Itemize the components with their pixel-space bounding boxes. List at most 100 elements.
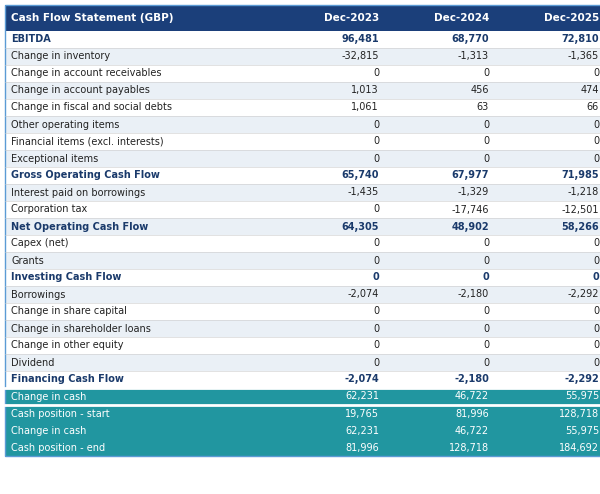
Text: Change in account receivables: Change in account receivables (11, 69, 161, 79)
Bar (5, 184, 600, 201)
Text: 0: 0 (373, 69, 379, 79)
Text: 0: 0 (483, 340, 489, 351)
Text: 1,013: 1,013 (352, 85, 379, 95)
Text: -2,180: -2,180 (454, 374, 489, 384)
Text: -1,365: -1,365 (568, 51, 599, 61)
Text: 68,770: 68,770 (451, 35, 489, 44)
Text: Dec-2024: Dec-2024 (434, 13, 489, 23)
Text: -2,074: -2,074 (344, 374, 379, 384)
Text: 0: 0 (373, 255, 379, 265)
Text: Net Operating Cash Flow: Net Operating Cash Flow (11, 221, 148, 232)
Bar (5, 167, 600, 184)
Text: 0: 0 (592, 273, 599, 283)
Text: Dividend: Dividend (11, 358, 55, 368)
Text: 0: 0 (483, 324, 489, 333)
Text: EBITDA: EBITDA (11, 35, 51, 44)
Text: 48,902: 48,902 (451, 221, 489, 232)
Text: 0: 0 (593, 69, 599, 79)
Bar (5, 422, 600, 439)
Text: 0: 0 (373, 239, 379, 248)
Bar (5, 252, 600, 269)
Text: 0: 0 (593, 154, 599, 164)
Text: Exceptional items: Exceptional items (11, 154, 98, 164)
Bar (5, 48, 600, 65)
Text: Grants: Grants (11, 255, 44, 265)
Text: Change in cash: Change in cash (11, 425, 86, 436)
Text: Financial items (excl. interests): Financial items (excl. interests) (11, 136, 164, 147)
Bar (5, 133, 600, 150)
Text: 0: 0 (483, 306, 489, 317)
Text: Interest paid on borrowings: Interest paid on borrowings (11, 188, 145, 198)
Text: 0: 0 (372, 273, 379, 283)
Text: 0: 0 (593, 136, 599, 147)
Text: -2,074: -2,074 (347, 289, 379, 299)
Bar (5, 31, 600, 48)
Text: 128,718: 128,718 (559, 409, 599, 418)
Text: 0: 0 (593, 358, 599, 368)
Text: Change in other equity: Change in other equity (11, 340, 124, 351)
Text: 55,975: 55,975 (565, 425, 599, 436)
Bar (5, 201, 600, 218)
Text: 0: 0 (483, 239, 489, 248)
Text: 19,765: 19,765 (345, 409, 379, 418)
Text: 62,231: 62,231 (345, 392, 379, 402)
Text: 72,810: 72,810 (562, 35, 599, 44)
Text: 62,231: 62,231 (345, 425, 379, 436)
Text: -2,292: -2,292 (568, 289, 599, 299)
Text: 0: 0 (593, 120, 599, 129)
Text: -1,329: -1,329 (458, 188, 489, 198)
Text: Change in fiscal and social debts: Change in fiscal and social debts (11, 102, 172, 113)
Text: 67,977: 67,977 (452, 170, 489, 180)
Bar (5, 303, 600, 320)
Text: Cash Flow Statement (GBP): Cash Flow Statement (GBP) (11, 13, 173, 23)
Text: 81,996: 81,996 (455, 409, 489, 418)
Text: 66: 66 (587, 102, 599, 113)
Text: Dec-2023: Dec-2023 (324, 13, 379, 23)
Text: Cash position - end: Cash position - end (11, 443, 105, 453)
Text: -12,501: -12,501 (562, 205, 599, 214)
Bar (5, 388, 600, 405)
Bar (5, 269, 600, 286)
Text: 0: 0 (373, 120, 379, 129)
Text: 0: 0 (373, 358, 379, 368)
Text: 96,481: 96,481 (341, 35, 379, 44)
Text: 0: 0 (373, 340, 379, 351)
Text: 0: 0 (373, 154, 379, 164)
Text: 0: 0 (593, 306, 599, 317)
Text: -17,746: -17,746 (452, 205, 489, 214)
Bar (5, 286, 600, 303)
Text: 55,975: 55,975 (565, 392, 599, 402)
Text: Financing Cash Flow: Financing Cash Flow (11, 374, 124, 384)
Text: 81,996: 81,996 (345, 443, 379, 453)
Bar (5, 82, 600, 99)
Bar (5, 150, 600, 167)
Text: 0: 0 (373, 205, 379, 214)
Text: Other operating items: Other operating items (11, 120, 119, 129)
Text: Investing Cash Flow: Investing Cash Flow (11, 273, 121, 283)
Text: 128,718: 128,718 (449, 443, 489, 453)
Bar (5, 439, 600, 456)
Bar (5, 218, 600, 235)
Text: Change in account payables: Change in account payables (11, 85, 150, 95)
Bar (5, 116, 600, 133)
Text: 0: 0 (482, 273, 489, 283)
Text: Capex (net): Capex (net) (11, 239, 68, 248)
Text: 474: 474 (581, 85, 599, 95)
Text: -1,313: -1,313 (458, 51, 489, 61)
Text: 0: 0 (483, 358, 489, 368)
Text: 456: 456 (470, 85, 489, 95)
Text: 0: 0 (373, 306, 379, 317)
Text: 0: 0 (593, 324, 599, 333)
Text: 0: 0 (593, 255, 599, 265)
Text: 0: 0 (483, 69, 489, 79)
Text: Cash position - start: Cash position - start (11, 409, 110, 418)
Text: 0: 0 (483, 136, 489, 147)
Bar (5, 5, 600, 31)
Text: -1,218: -1,218 (568, 188, 599, 198)
Bar (5, 320, 600, 337)
Text: Change in shareholder loans: Change in shareholder loans (11, 324, 151, 333)
Text: -2,180: -2,180 (458, 289, 489, 299)
Text: Dec-2025: Dec-2025 (544, 13, 599, 23)
Text: Gross Operating Cash Flow: Gross Operating Cash Flow (11, 170, 160, 180)
Text: 65,740: 65,740 (341, 170, 379, 180)
